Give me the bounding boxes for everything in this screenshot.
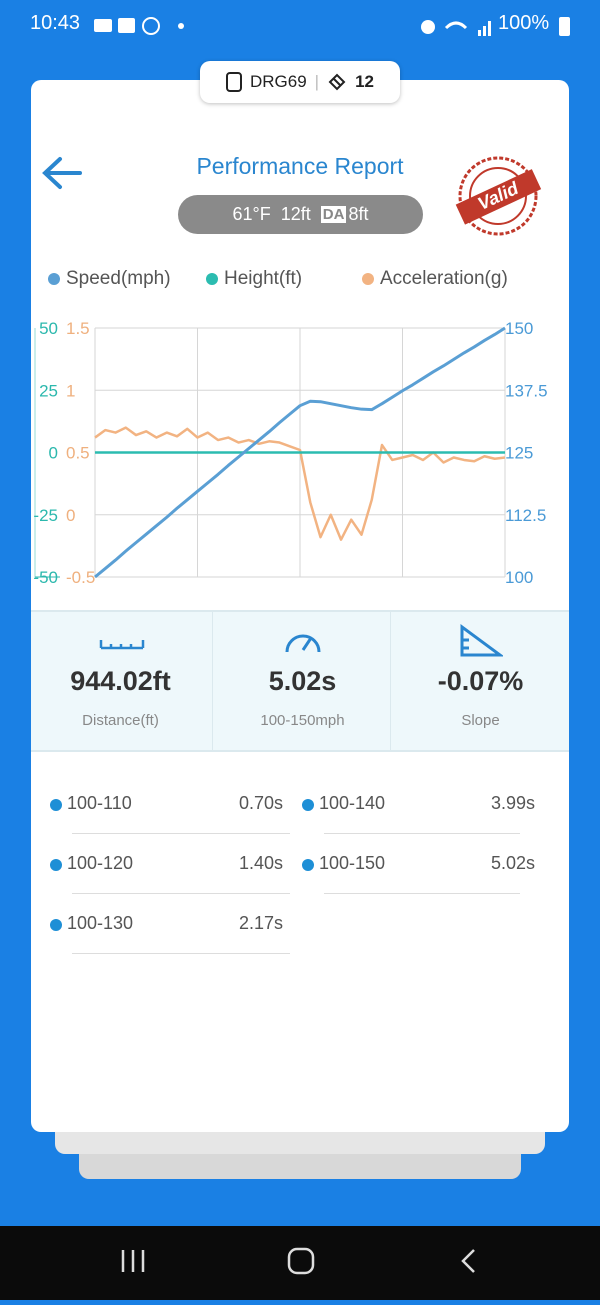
split-range: 100-110 xyxy=(67,793,132,813)
split-time: 1.40s xyxy=(238,853,283,873)
series-line xyxy=(94,326,506,579)
y-tick-label: 137.5 xyxy=(505,381,548,400)
battery-icon xyxy=(559,17,570,36)
y-tick-label: 0 xyxy=(66,506,75,525)
device-pill[interactable]: DRG69 | 12 xyxy=(200,61,400,103)
split-divider xyxy=(72,953,290,954)
satellite-count: 12 xyxy=(355,72,375,91)
back-nav-button[interactable] xyxy=(461,1249,475,1273)
status-icons xyxy=(94,17,184,35)
y-tick-label: 100 xyxy=(505,568,533,587)
y-tick-label: 50 xyxy=(39,319,58,338)
legend-item: Height(ft) xyxy=(206,268,302,290)
legend-item: Acceleration(g) xyxy=(362,268,508,290)
stat-label: Distance(ft) xyxy=(82,712,159,729)
y-tick-label: 25 xyxy=(39,381,58,400)
split-dot xyxy=(50,859,62,871)
series-line xyxy=(94,426,506,541)
nav-icons xyxy=(121,1247,475,1275)
y-tick-label: -25 xyxy=(33,506,58,525)
device-icon xyxy=(225,72,242,92)
legend-swatch xyxy=(362,273,374,285)
y-tick-label: -0.5 xyxy=(66,568,95,587)
status-bar: 10:43 100% xyxy=(0,0,600,44)
home-button[interactable] xyxy=(287,1247,315,1275)
split-time: 3.99s xyxy=(490,793,535,813)
stat-value: -0.07% xyxy=(437,666,524,696)
stat-value: 944.02ft xyxy=(70,666,171,696)
y-tick-label: 112.5 xyxy=(505,506,546,525)
y-tick-label: 0 xyxy=(49,444,58,463)
split-range: 100-150 xyxy=(319,853,386,873)
satellite-icon xyxy=(328,73,346,91)
split-dot xyxy=(50,799,62,811)
stats-panel: 944.02ft Distance(ft) 5.02s 100-150mph -… xyxy=(31,610,569,752)
split-range: 100-140 xyxy=(319,793,386,813)
separator: | xyxy=(314,72,320,91)
y-tick-label: 1 xyxy=(66,381,75,400)
ruler-icon xyxy=(99,640,145,650)
stat: -0.07% Slope xyxy=(390,612,570,750)
conditions-pill: 61°F 12ft DA 8ft xyxy=(178,195,423,234)
clock: 10:43 xyxy=(30,12,81,34)
legend-swatch xyxy=(206,273,218,285)
split-divider xyxy=(324,893,520,894)
gauge-icon xyxy=(285,634,321,653)
split-range: 100-120 xyxy=(67,853,134,873)
split-time: 5.02s xyxy=(490,853,535,873)
y-tick-label: 150 xyxy=(505,319,533,338)
slope-icon xyxy=(460,624,503,657)
split-divider xyxy=(72,893,290,894)
page-title: Performance Report xyxy=(196,153,404,179)
system-icons xyxy=(421,20,491,36)
stat: 5.02s 100-150mph xyxy=(212,612,392,750)
stat-value: 5.02s xyxy=(268,666,337,696)
battery-level: 100% xyxy=(498,12,550,34)
y-tick-label: 1.5 xyxy=(66,319,90,338)
chart: -50 -25 0 25 50 -0.5 0 0.5 1 1.5 100 112.5 125 137.5 1… xyxy=(33,319,548,587)
nav-bar xyxy=(0,1226,600,1300)
altitude: 12ft xyxy=(280,204,311,224)
legend-item: Speed(mph) xyxy=(48,268,171,290)
legend-label: Height(ft) xyxy=(224,268,303,289)
report-card xyxy=(31,80,569,1132)
density-altitude: 8ft xyxy=(348,204,369,224)
split-time: 0.70s xyxy=(238,793,283,813)
split-dot xyxy=(302,859,314,871)
temperature: 61°F xyxy=(232,204,271,224)
split-range: 100-130 xyxy=(67,913,134,933)
split-divider xyxy=(324,833,520,834)
y-tick-label: 125 xyxy=(505,444,533,463)
split-divider xyxy=(72,833,290,834)
stat-label: Slope xyxy=(461,712,500,729)
legend-swatch xyxy=(48,273,60,285)
valid-stamp: Valid xyxy=(455,156,542,236)
legend-label: Acceleration(g) xyxy=(380,268,508,289)
legend-label: Speed(mph) xyxy=(66,268,171,289)
back-button[interactable] xyxy=(40,155,84,191)
split-dot xyxy=(302,799,314,811)
split-time: 2.17s xyxy=(238,913,283,933)
device-name: DRG69 xyxy=(249,72,307,91)
stat-label: 100-150mph xyxy=(260,712,345,729)
split-dot xyxy=(50,919,62,931)
da-badge: DA xyxy=(320,206,347,223)
recents-button[interactable] xyxy=(121,1250,145,1272)
y-tick-label: 0.5 xyxy=(66,444,90,463)
stat: 944.02ft Distance(ft) xyxy=(31,612,210,750)
y-tick-label: -50 xyxy=(33,568,58,587)
